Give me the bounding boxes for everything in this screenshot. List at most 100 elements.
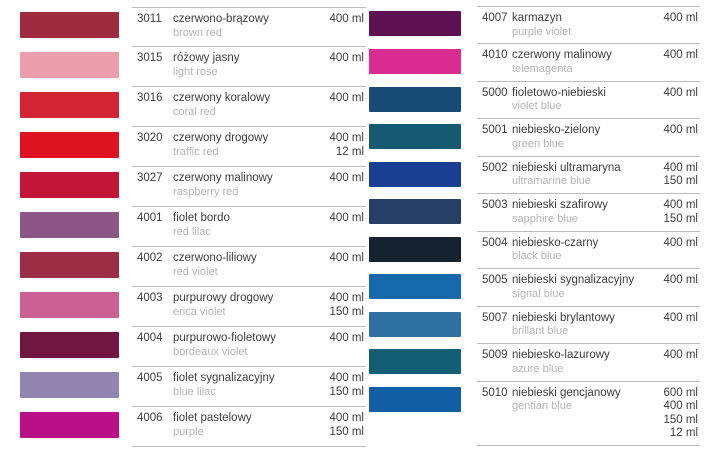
volume-label: 400 ml	[329, 332, 364, 344]
color-row-text: 5001 niebiesko-zielony green blue 400 ml	[477, 119, 700, 157]
color-row-text: 5002 niebieski ultramaryna ultramarine b…	[477, 157, 700, 194]
color-swatch	[369, 386, 461, 412]
color-name-english: signal blue	[512, 287, 565, 300]
color-row: 5003 niebieski szafirowy sapphire blue 4…	[369, 194, 700, 232]
color-name-polish: czerwono-brązowy	[173, 13, 269, 25]
color-entry: 4001 fiolet bordo red lilac	[137, 212, 230, 242]
color-row-text: 3020 czerwony drogowy traffic red 400 ml…	[132, 127, 366, 167]
color-entry: 5007 niebieski brylantowy brillant blue	[482, 312, 615, 340]
color-row: 5000 fioletowo-niebieski violet blue 400…	[369, 82, 700, 119]
color-name-polish: niebiesko-zielony	[512, 124, 601, 136]
ral-code: 3020	[137, 132, 163, 144]
color-names: czerwony drogowy traffic red	[173, 132, 268, 162]
color-swatch	[369, 199, 461, 224]
ral-code: 4003	[137, 292, 163, 304]
color-name-polish: niebieski sygnalizacyjny	[512, 274, 635, 286]
color-entry: 3015 różowy jasny light rose	[137, 52, 239, 82]
color-row: 3015 różowy jasny light rose 400 ml	[20, 47, 366, 87]
color-names: niebieski gencjanowy gentian blue	[512, 387, 621, 441]
color-row-text: 3016 czerwony koralowy coral red 400 ml	[132, 87, 366, 127]
volume-list: 400 ml	[657, 349, 698, 377]
color-table-right: 4007 karmazyn purple violet 400 ml 4010 …	[369, 0, 700, 446]
volume-label: 150 ml	[663, 175, 698, 187]
ral-code: 4004	[137, 332, 163, 344]
volume-label: 400 ml	[663, 199, 698, 211]
volume-label: 400 ml	[663, 349, 698, 361]
color-names: czerwony malinowy telemagenta	[512, 49, 612, 77]
volume-label: 600 ml	[663, 386, 698, 399]
color-row-text: 5007 niebieski brylantowy brillant blue …	[477, 307, 700, 344]
color-names: niebiesko-lazurowy azure blue	[512, 349, 610, 377]
color-name-english: black blue	[512, 250, 562, 262]
color-row: 4002 czerwono-liliowy red violet 400 ml	[20, 247, 366, 287]
color-name-polish: fiolet sygnalizacyjny	[173, 372, 275, 384]
color-entry: 4010 czerwony malinowy telemagenta	[482, 49, 612, 77]
color-entry: 5003 niebieski szafirowy sapphire blue	[482, 199, 608, 227]
color-entry: 3011 czerwono-brązowy brown red	[137, 13, 269, 42]
color-swatch	[20, 212, 119, 238]
color-row-text: 3027 czerwony malinowy raspberry red 400…	[132, 167, 366, 207]
volume-list: 400 ml 150 ml	[323, 292, 364, 322]
color-entry: 3020 czerwony drogowy traffic red	[137, 132, 268, 162]
color-name-polish: fiolet bordo	[173, 212, 230, 224]
color-entry: 5005 niebieski sygnalizacyjny signal blu…	[482, 274, 634, 302]
color-swatch	[369, 349, 461, 374]
volume-label: 150 ml	[329, 305, 364, 318]
volume-label: 400 ml	[329, 372, 364, 384]
ral-code: 5009	[482, 349, 508, 361]
color-name-english: green blue	[512, 137, 564, 150]
color-name-polish: czerwony koralowy	[173, 92, 271, 104]
color-names: fiolet pastelowy purple	[173, 412, 252, 442]
volume-list: 400 ml 150 ml	[657, 199, 698, 227]
volume-list: 600 ml 400 ml 150 ml 12 ml	[657, 387, 698, 441]
ral-code: 5000	[482, 86, 508, 99]
color-names: niebieski sygnalizacyjny signal blue	[512, 274, 634, 302]
color-names: purpurowo-fioletowy bordeaux violet	[173, 332, 276, 362]
color-name-english: blue lilac	[173, 385, 216, 398]
color-name-english: telemagenta	[512, 62, 573, 75]
color-names: niebieski ultramaryna ultramarine blue	[512, 162, 621, 190]
color-name-english: purple	[173, 425, 204, 438]
volume-label: 400 ml	[329, 412, 364, 424]
color-name-polish: niebiesko-czarny	[512, 236, 599, 249]
color-names: czerwono-brązowy brown red	[173, 13, 269, 42]
color-row: 3011 czerwono-brązowy brown red 400 ml	[20, 7, 366, 47]
color-swatch	[369, 311, 461, 337]
color-row: 4010 czerwony malinowy telemagenta 400 m…	[369, 44, 700, 82]
color-row: 5002 niebieski ultramaryna ultramarine b…	[369, 157, 700, 194]
volume-label: 400 ml	[329, 52, 364, 64]
color-row: 4003 purpurowy drogowy erica violet 400 …	[20, 287, 366, 327]
color-name-polish: karmazyn	[512, 12, 562, 24]
volume-list: 400 ml 150 ml	[657, 162, 698, 190]
volume-label: 400 ml	[663, 86, 698, 99]
volume-label: 400 ml	[663, 274, 698, 286]
volume-label: 150 ml	[329, 385, 364, 398]
color-name-polish: różowy jasny	[173, 52, 240, 64]
color-entry: 4005 fiolet sygnalizacyjny blue lilac	[137, 372, 275, 402]
color-row-text: 5000 fioletowo-niebieski violet blue 400…	[477, 82, 700, 119]
ral-code: 4005	[137, 372, 163, 384]
color-names: fiolet bordo red lilac	[173, 212, 230, 242]
volume-list: 400 ml	[323, 92, 364, 122]
color-names: niebiesko-zielony green blue	[512, 124, 600, 152]
color-name-polish: czerwony malinowy	[512, 49, 612, 61]
volume-list: 400 ml 150 ml	[323, 372, 364, 402]
color-row-text: 5009 niebiesko-lazurowy azure blue 400 m…	[477, 344, 700, 382]
color-swatch	[20, 252, 119, 278]
volume-list: 400 ml	[657, 124, 698, 152]
volume-list: 400 ml	[323, 252, 364, 282]
color-name-english: red lilac	[173, 225, 211, 238]
volume-label: 400 ml	[663, 236, 698, 249]
volume-label: 400 ml	[663, 161, 698, 174]
volume-label: 400 ml	[329, 92, 364, 104]
color-swatch	[20, 332, 119, 358]
volume-list: 400 ml	[657, 87, 698, 115]
color-row: 4004 purpurowo-fioletowy bordeaux violet…	[20, 327, 366, 367]
color-swatch	[20, 132, 119, 158]
color-entry: 5009 niebiesko-lazurowy azure blue	[482, 349, 610, 377]
color-swatch	[20, 172, 119, 198]
ral-code: 4010	[482, 49, 508, 61]
color-names: niebieski brylantowy brillant blue	[512, 312, 615, 340]
color-row-text: 4007 karmazyn purple violet 400 ml	[477, 6, 700, 44]
